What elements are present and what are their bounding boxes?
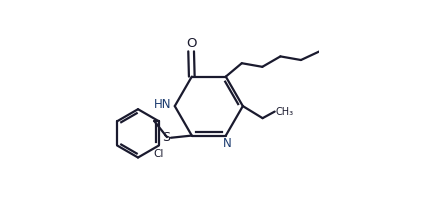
Text: HN: HN [154,98,171,111]
Text: CH₃: CH₃ [276,107,294,117]
Text: Cl: Cl [154,149,164,159]
Text: S: S [162,131,170,144]
Text: N: N [222,137,231,150]
Text: O: O [186,37,196,50]
